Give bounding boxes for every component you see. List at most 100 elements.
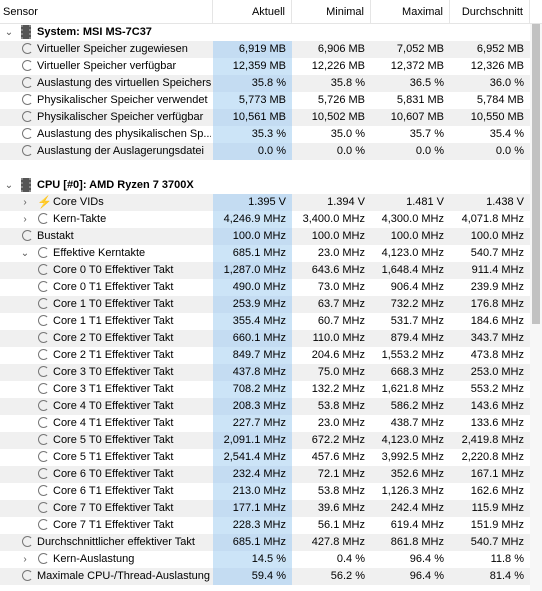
sensor-row[interactable]: Core 3 T1 Effektiver Takt 708.2 MHz 132.2 …: [0, 381, 542, 398]
sensor-row[interactable]: Core 7 T1 Effektiver Takt 228.3 MHz 56.1 M…: [0, 517, 542, 534]
value-current: 208.3 MHz: [213, 398, 292, 415]
value-minimum: 56.2 %: [330, 570, 365, 582]
clock-icon: [22, 77, 33, 88]
clock-icon: [38, 298, 49, 309]
value-maximum: 732.2 MHz: [390, 298, 444, 310]
value-minimum: 643.6 MHz: [311, 264, 365, 276]
chevron-down-icon[interactable]: ⌄: [4, 180, 14, 191]
clock-icon: [22, 94, 33, 105]
sensor-label: Core 2 T0 Effektiver Takt: [53, 332, 174, 344]
value-maximum: 96.4 %: [409, 570, 444, 582]
chip-icon: [21, 178, 31, 192]
value-current: 59.4 %: [213, 568, 292, 585]
value-current: 6,919 MB: [213, 41, 292, 58]
header-average[interactable]: Durchschnitt: [450, 0, 530, 24]
sensor-row[interactable]: Durchschnittlicher effektiver Takt 685.1 …: [0, 534, 542, 551]
value-minimum: 672.2 MHz: [311, 434, 365, 446]
sensor-row[interactable]: Core 0 T0 Effektiver Takt 1,287.0 MHz 643.…: [0, 262, 542, 279]
group-row-cpu[interactable]: ⌄ CPU [#0]: AMD Ryzen 7 3700X: [0, 177, 542, 194]
value-minimum: 0.4 %: [336, 553, 365, 565]
clock-icon: [22, 145, 33, 156]
sensor-row[interactable]: Core 4 T1 Effektiver Takt 227.7 MHz 23.0 M…: [0, 415, 542, 432]
sensor-row[interactable]: Virtueller Speicher zugewiesen 6,919 MB 6,…: [0, 41, 542, 58]
sensor-row[interactable]: Core 1 T0 Effektiver Takt 253.9 MHz 63.7 M…: [0, 296, 542, 313]
chevron-down-icon[interactable]: ⌄: [20, 248, 30, 259]
sensor-row[interactable]: Bustakt 100.0 MHz 100.0 MHz 100.0 MHz 100.0 …: [0, 228, 542, 245]
sensor-row[interactable]: › ⚡ Core VIDs 1.395 V 1.394 V 1.481 V 1.438 V: [0, 194, 542, 211]
sensor-row[interactable]: Core 2 T0 Effektiver Takt 660.1 MHz 110.0 …: [0, 330, 542, 347]
chevron-right-icon[interactable]: ›: [23, 554, 27, 565]
sensor-row[interactable]: Auslastung des virtuellen Speichers 35.8 …: [0, 75, 542, 92]
sensor-label: Virtueller Speicher zugewiesen: [37, 43, 188, 55]
header-sensor[interactable]: Sensor: [0, 0, 213, 24]
group-row-system[interactable]: ⌄ System: MSI MS-7C37: [0, 24, 542, 41]
clock-icon: [38, 332, 49, 343]
sensor-row[interactable]: Maximale CPU-/Thread-Auslastung 59.4 % 56.…: [0, 568, 542, 585]
sensor-row[interactable]: Physikalischer Speicher verfügbar 10,561 …: [0, 109, 542, 126]
value-minimum: 1.394 V: [327, 196, 365, 208]
sensor-row[interactable]: Core 2 T1 Effektiver Takt 849.7 MHz 204.6 …: [0, 347, 542, 364]
chevron-down-icon[interactable]: ⌄: [4, 27, 14, 38]
value-current: 490.0 MHz: [213, 279, 292, 296]
value-maximum: 5,831 MB: [396, 94, 444, 106]
value-average: 36.0 %: [489, 77, 524, 89]
value-average: 81.4 %: [489, 570, 524, 582]
clock-icon: [22, 111, 33, 122]
sensor-row[interactable]: Core 3 T0 Effektiver Takt 437.8 MHz 75.0 M…: [0, 364, 542, 381]
sensor-row[interactable]: › Kern-Takte 4,246.9 MHz 3,400.0 MHz 4,300.0…: [0, 211, 542, 228]
sensor-row[interactable]: Core 5 T1 Effektiver Takt 2,541.4 MHz 457.…: [0, 449, 542, 466]
value-maximum: 36.5 %: [409, 77, 444, 89]
sensor-row[interactable]: ⌄ Effektive Kerntakte 685.1 MHz 23.0 MHz 4,1…: [0, 245, 542, 262]
column-header: Sensor Aktuell Minimal Maximal Durchschn…: [0, 0, 542, 24]
sensor-row[interactable]: Virtueller Speicher verfügbar 12,359 MB 12…: [0, 58, 542, 75]
chevron-right-icon[interactable]: ›: [23, 214, 27, 225]
sensor-row[interactable]: Core 7 T0 Effektiver Takt 177.1 MHz 39.6 M…: [0, 500, 542, 517]
value-average: 167.1 MHz: [470, 468, 524, 480]
sensor-row[interactable]: Auslastung der Auslagerungsdatei 0.0 % 0.0…: [0, 143, 542, 160]
value-current: 685.1 MHz: [213, 245, 292, 262]
scrollbar-thumb[interactable]: [532, 24, 540, 324]
value-current: 253.9 MHz: [213, 296, 292, 313]
sensor-row[interactable]: Auslastung des physikalischen Sp... 35.3 …: [0, 126, 542, 143]
clock-icon: [22, 43, 33, 54]
sensor-row[interactable]: Core 6 T1 Effektiver Takt 213.0 MHz 53.8 M…: [0, 483, 542, 500]
value-maximum: 3,992.5 MHz: [381, 451, 444, 463]
value-current: 2,541.4 MHz: [213, 449, 292, 466]
header-current[interactable]: Aktuell: [213, 0, 292, 24]
sensor-row[interactable]: Core 6 T0 Effektiver Takt 232.4 MHz 72.1 M…: [0, 466, 542, 483]
header-maximum[interactable]: Maximal: [371, 0, 450, 24]
sensor-row[interactable]: Core 0 T1 Effektiver Takt 490.0 MHz 73.0 M…: [0, 279, 542, 296]
clock-icon: [38, 553, 49, 564]
sensor-label: Virtueller Speicher verfügbar: [37, 60, 177, 72]
value-current: 1,287.0 MHz: [213, 262, 292, 279]
vertical-scrollbar[interactable]: [530, 24, 542, 591]
value-current: 1.395 V: [213, 194, 292, 211]
sensor-row[interactable]: Core 5 T0 Effektiver Takt 2,091.1 MHz 672.…: [0, 432, 542, 449]
sensor-row[interactable]: Physikalischer Speicher verwendet 5,773 M…: [0, 92, 542, 109]
sensor-label: Core 3 T1 Effektiver Takt: [53, 383, 174, 395]
value-average: 540.7 MHz: [470, 536, 524, 548]
sensor-label: Core 2 T1 Effektiver Takt: [53, 349, 174, 361]
spacer-row: [0, 160, 542, 177]
value-maximum: 619.4 MHz: [390, 519, 444, 531]
value-maximum: 12,372 MB: [390, 60, 444, 72]
sensor-row[interactable]: › Kern-Auslastung 14.5 % 0.4 % 96.4 % 11.8 %: [0, 551, 542, 568]
chevron-right-icon[interactable]: ›: [23, 197, 27, 208]
sensor-label: Kern-Auslastung: [53, 553, 135, 565]
sensor-row[interactable]: Core 4 T0 Effektiver Takt 208.3 MHz 53.8 M…: [0, 398, 542, 415]
sensor-row[interactable]: Core 1 T1 Effektiver Takt 355.4 MHz 60.7 M…: [0, 313, 542, 330]
value-minimum: 23.0 MHz: [317, 417, 365, 429]
value-average: 143.6 MHz: [470, 400, 524, 412]
clock-icon: [22, 536, 33, 547]
value-current: 849.7 MHz: [213, 347, 292, 364]
value-minimum: 35.8 %: [330, 77, 365, 89]
value-current: 10,561 MB: [213, 109, 292, 126]
chip-icon: [21, 25, 31, 39]
header-minimum[interactable]: Minimal: [292, 0, 371, 24]
value-average: 4,071.8 MHz: [461, 213, 524, 225]
sensor-label: Maximale CPU-/Thread-Auslastung: [37, 570, 211, 582]
clock-icon: [38, 383, 49, 394]
value-maximum: 7,052 MB: [396, 43, 444, 55]
clock-icon: [38, 349, 49, 360]
value-average: 343.7 MHz: [470, 332, 524, 344]
